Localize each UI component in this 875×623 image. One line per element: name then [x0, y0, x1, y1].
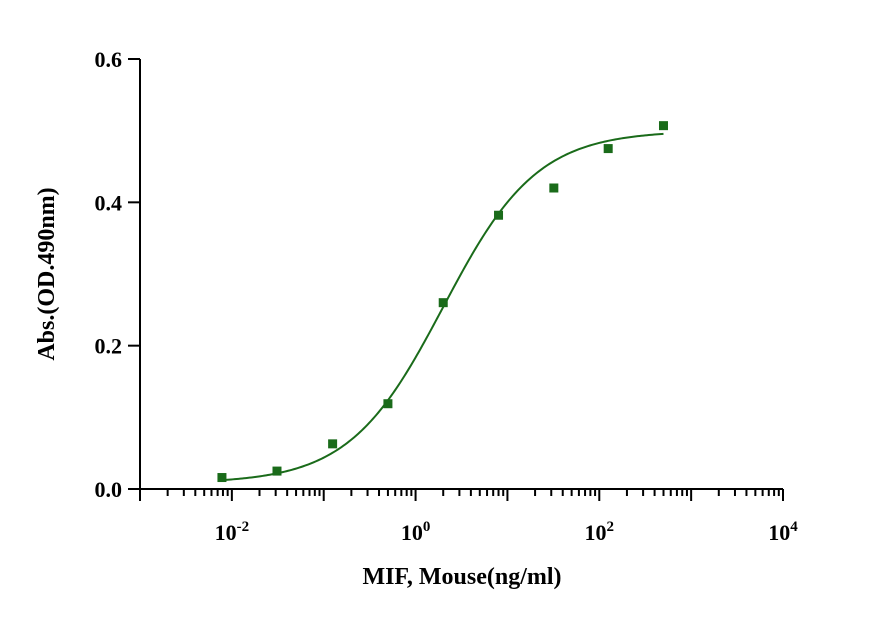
x-tick-label: 10-2 [215, 519, 250, 545]
x-tick-label: 104 [768, 519, 798, 545]
data-point [438, 298, 448, 308]
data-point [603, 144, 613, 154]
data-point [328, 439, 338, 449]
y-axis-ticks: 0.0 0.2 0.4 0.6 [95, 47, 140, 502]
data-point [217, 473, 227, 483]
x-tick-label: 102 [585, 519, 615, 545]
data-points [217, 121, 668, 483]
data-point [549, 183, 559, 193]
y-tick-label: 0.0 [95, 477, 123, 502]
plot-area: 0.0 0.2 0.4 0.6 10-2 100 102 104 [95, 47, 799, 545]
data-point [658, 121, 668, 131]
y-axis-title: Abs.(OD.490nm) [34, 187, 60, 360]
x-tick-label: 100 [401, 519, 431, 545]
x-axis-ticks: 10-2 100 102 104 [139, 489, 798, 545]
data-point [272, 466, 282, 476]
y-tick-label: 0.6 [95, 47, 123, 72]
y-tick-label: 0.2 [95, 334, 123, 359]
data-point [494, 210, 504, 220]
data-point [383, 399, 393, 409]
fit-curve [221, 132, 664, 482]
x-axis-title: MIF, Mouse(ng/ml) [362, 564, 561, 590]
y-tick-label: 0.4 [95, 190, 123, 215]
